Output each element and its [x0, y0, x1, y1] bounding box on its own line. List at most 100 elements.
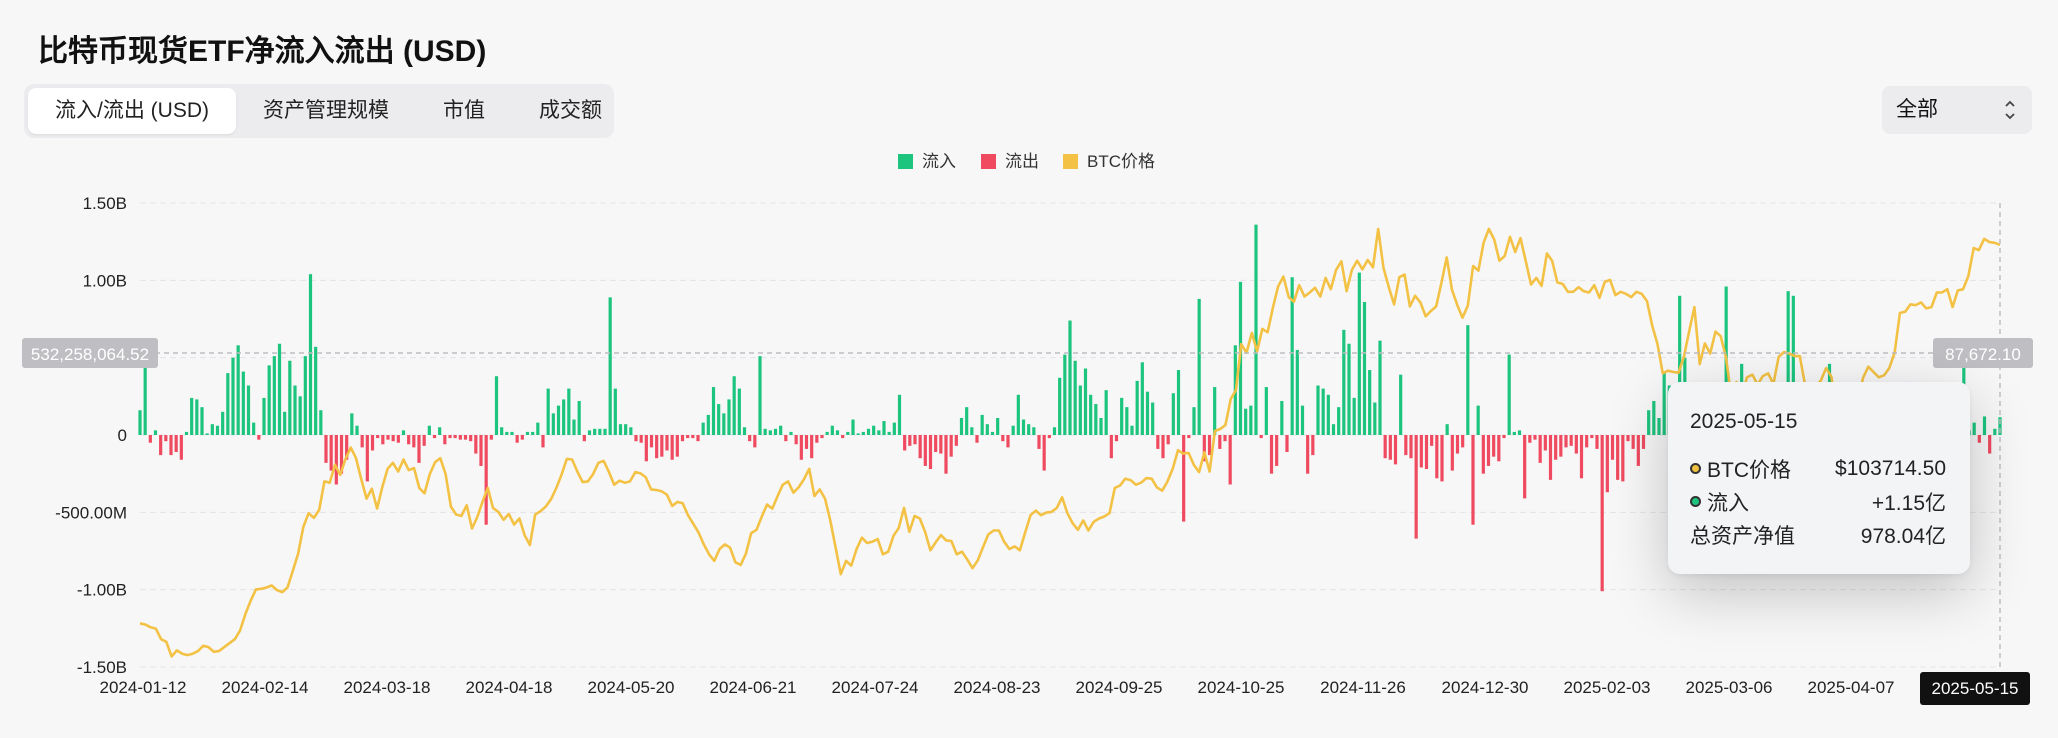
y-tick-label: -1.00B	[77, 581, 127, 600]
flow-bar	[453, 435, 457, 439]
flow-bar	[996, 417, 1000, 435]
flow-bar	[841, 435, 845, 439]
flow-bar	[872, 425, 876, 435]
flow-bar	[1548, 435, 1553, 480]
flow-bar	[753, 435, 757, 448]
flow-bar	[1585, 435, 1589, 448]
flow-bar	[665, 435, 669, 451]
flow-bar	[463, 435, 468, 440]
flow-bar	[474, 435, 478, 454]
flow-bar	[990, 431, 995, 435]
flow-bar	[1435, 435, 1439, 479]
flow-bar	[1259, 435, 1263, 439]
flow-bar	[624, 424, 628, 435]
flow-bar	[1197, 298, 1201, 435]
flow-bar	[1192, 407, 1196, 435]
flow-bar	[329, 435, 333, 471]
flow-bar	[1605, 435, 1609, 493]
flow-bar	[1135, 380, 1139, 435]
flow-bar	[525, 431, 530, 435]
flow-bar	[1528, 435, 1532, 443]
flow-bar	[448, 435, 452, 439]
flow-bar	[985, 424, 989, 435]
tab-market-cap[interactable]: 市值	[443, 99, 485, 122]
time-range-select[interactable]: 全部	[1882, 86, 2032, 134]
flow-bar	[779, 425, 783, 435]
flow-bar	[1078, 385, 1082, 435]
flow-bar	[613, 388, 617, 435]
tooltip-label: 流入	[1707, 491, 1749, 515]
flow-bar	[515, 435, 519, 443]
flow-bar	[618, 424, 623, 435]
flow-bar	[675, 435, 679, 457]
flow-bar	[892, 422, 896, 435]
flow-bar	[903, 435, 907, 451]
tab-flows[interactable]: 流入/流出 (USD)	[28, 88, 236, 134]
flow-bar	[1316, 385, 1320, 435]
flow-bar	[314, 346, 318, 435]
flow-bar	[1016, 394, 1020, 435]
flow-bar	[520, 435, 524, 440]
flow-bar	[1497, 435, 1501, 462]
tooltip-value: +1.15亿	[1871, 491, 1946, 515]
flow-bar	[1440, 435, 1444, 482]
x-tick-label: 2024-09-25	[1076, 678, 1163, 697]
flow-bar	[438, 427, 442, 435]
flow-bar	[205, 433, 209, 435]
flow-bar	[1988, 435, 1992, 454]
flow-bar	[748, 435, 752, 442]
flow-bar	[603, 428, 607, 435]
tooltip-row-inflow: 流入 +1.15亿	[1690, 485, 1946, 518]
x-tick-label: 2024-10-25	[1198, 678, 1285, 697]
flow-bar	[1471, 435, 1475, 525]
flow-bar	[412, 435, 416, 448]
flow-bar	[1393, 435, 1398, 465]
flow-bar	[1140, 362, 1144, 435]
flow-bar	[649, 435, 654, 448]
flow-bar	[1275, 435, 1279, 466]
flow-bar	[1223, 435, 1227, 442]
flow-bar	[593, 428, 597, 435]
tooltip-label: 总资产净值	[1690, 524, 1795, 548]
flow-bar	[897, 394, 902, 435]
flow-bar	[1130, 425, 1134, 435]
flow-bar	[432, 435, 437, 439]
flow-bar	[1373, 402, 1377, 435]
flow-bar	[655, 435, 659, 459]
flow-bar	[732, 376, 736, 435]
time-range-value: 全部	[1896, 98, 1938, 121]
flow-bar	[153, 430, 158, 435]
flow-bar	[391, 435, 395, 442]
flow-bar	[1982, 416, 1987, 435]
flow-bar	[965, 407, 969, 435]
tooltip-label: BTC价格	[1707, 458, 1791, 482]
flow-bar	[489, 435, 493, 440]
flow-bar	[1476, 405, 1480, 435]
flow-bar	[1383, 435, 1387, 459]
flow-bar	[293, 385, 297, 435]
flow-bar	[1461, 435, 1465, 448]
flow-bar	[257, 435, 261, 440]
flow-bar	[1621, 435, 1625, 482]
flow-bar	[272, 356, 276, 435]
flow-bar	[1006, 435, 1010, 448]
flow-bar	[179, 435, 183, 460]
flow-bar	[1641, 435, 1646, 449]
flow-bar	[789, 431, 793, 435]
legend-label: 流入	[922, 152, 956, 171]
tab-volume[interactable]: 成交额	[539, 99, 602, 122]
flow-bar	[1533, 435, 1537, 440]
flow-bar	[370, 435, 375, 451]
flow-bar	[1636, 435, 1640, 466]
flow-bar	[324, 435, 328, 463]
flow-bar	[722, 413, 726, 435]
flow-bar	[701, 422, 705, 435]
flow-bar	[1486, 435, 1491, 466]
flow-bar	[350, 413, 354, 435]
flow-bar	[556, 405, 561, 435]
flow-bar	[923, 435, 927, 466]
tab-aum[interactable]: 资产管理规模	[263, 99, 389, 122]
flow-bar	[1662, 373, 1666, 435]
flow-bar	[148, 435, 152, 443]
